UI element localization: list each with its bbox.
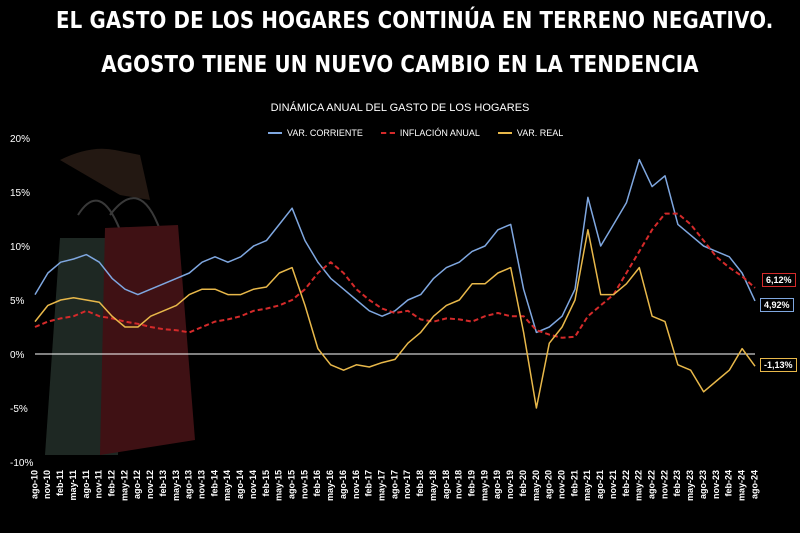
- legend-label-real: VAR. REAL: [516, 128, 564, 138]
- x-tick-label: nov-13: [197, 470, 207, 499]
- x-tick-label: may-20: [531, 470, 541, 501]
- y-tick-label: -10%: [10, 458, 33, 469]
- x-tick-label: nov-17: [402, 470, 412, 499]
- y-tick-label: 20%: [10, 134, 30, 145]
- headline-line-2: AGOSTO TIENE UN NUEVO CAMBIO EN LA TENDE…: [101, 52, 699, 78]
- legend-item-real: VAR. REAL: [497, 128, 564, 138]
- y-tick-label: 15%: [10, 188, 30, 199]
- x-tick-label: may-22: [634, 470, 644, 501]
- x-tick-label: may-12: [119, 470, 129, 501]
- x-tick-label: ago-20: [544, 470, 554, 499]
- legend-item-inflacion: INFLACIÓN ANUAL: [380, 128, 480, 138]
- x-tick-label: feb-16: [312, 470, 322, 497]
- legend-swatch-inflacion: [380, 132, 395, 134]
- x-tick-label: feb-21: [569, 470, 579, 497]
- headline-line-1: EL GASTO DE LOS HOGARES CONTINÚA EN TERR…: [56, 8, 774, 34]
- shopping-bags-illustration: [45, 148, 195, 455]
- x-tick-label: may-16: [325, 470, 335, 501]
- x-tick-label: ago-19: [492, 470, 502, 499]
- bag-red: [100, 225, 195, 455]
- x-tick-label: nov-18: [454, 470, 464, 499]
- x-tick-label: may-13: [171, 470, 181, 501]
- chart-axes: 20%15%10%5%0%-5%-10%ago-10 nov-10 feb-11 ma…: [10, 134, 759, 501]
- x-tick-label: nov-21: [608, 470, 618, 499]
- x-tick-label: may-17: [377, 470, 387, 501]
- end-label-inflacion: 6,12%: [762, 272, 796, 287]
- x-tick-label: nov-15: [299, 470, 309, 499]
- legend-item-corriente: VAR. CORRIENTE: [268, 128, 363, 138]
- x-tick-label: ago-14: [235, 470, 245, 499]
- x-tick-label: feb-22: [621, 470, 631, 497]
- x-tick-label: nov-19: [505, 470, 515, 499]
- x-tick-label: feb-24: [724, 470, 734, 497]
- x-tick-label: nov-10: [42, 470, 52, 499]
- hand-shape: [60, 148, 150, 200]
- series-line-corriente: [34, 158, 756, 334]
- x-tick-label: ago-11: [81, 470, 91, 499]
- x-tick-label: may-23: [685, 470, 695, 501]
- bag-handle-1: [77, 199, 121, 231]
- x-tick-label: feb-12: [107, 470, 117, 497]
- x-tick-label: ago-16: [338, 470, 348, 499]
- bag-handle-2: [109, 197, 161, 231]
- x-tick-label: feb-23: [672, 470, 682, 497]
- x-tick-label: ago-23: [698, 470, 708, 499]
- x-tick-label: feb-13: [158, 470, 168, 497]
- y-tick-label: 5%: [10, 296, 25, 307]
- x-tick-label: nov-23: [711, 470, 721, 499]
- x-tick-label: may-21: [582, 470, 592, 501]
- x-tick-label: nov-20: [557, 470, 567, 499]
- legend-label-corriente: VAR. CORRIENTE: [287, 128, 363, 138]
- x-tick-label: nov-22: [659, 470, 669, 499]
- x-tick-label: may-15: [274, 470, 284, 501]
- x-tick-label: nov-14: [248, 470, 258, 499]
- x-tick-label: feb-14: [209, 470, 219, 497]
- y-tick-label: -5%: [10, 404, 28, 415]
- x-tick-label: may-11: [68, 470, 78, 501]
- x-tick-label: ago-10: [29, 470, 39, 499]
- x-tick-label: may-18: [428, 470, 438, 501]
- end-label-corriente: 4,92%: [760, 297, 794, 312]
- legend-swatch-real: [497, 132, 512, 134]
- x-tick-label: ago-24: [749, 470, 759, 499]
- legend-label-inflacion: INFLACIÓN ANUAL: [399, 128, 480, 138]
- y-tick-label: 10%: [10, 242, 30, 253]
- x-tick-label: feb-15: [261, 470, 271, 497]
- chart-title: DINÁMICA ANUAL DEL GASTO DE LOS HOGARES: [270, 102, 530, 114]
- x-tick-label: may-24: [737, 470, 747, 501]
- x-tick-label: nov-16: [351, 470, 361, 499]
- end-label-real: -1,13%: [760, 358, 797, 373]
- chart-legend: VAR. CORRIENTE INFLACIÓN ANUAL VAR. REAL: [268, 128, 563, 138]
- x-tick-label: feb-19: [467, 470, 477, 497]
- x-tick-label: ago-15: [287, 470, 297, 499]
- x-tick-label: ago-13: [184, 470, 194, 499]
- x-tick-label: feb-11: [55, 470, 65, 496]
- x-tick-label: ago-21: [595, 470, 605, 499]
- x-tick-label: ago-12: [132, 470, 142, 499]
- x-tick-label: feb-18: [415, 470, 425, 497]
- x-tick-label: nov-11: [94, 470, 104, 499]
- series-line-real: [34, 229, 756, 409]
- legend-swatch-corriente: [268, 132, 282, 134]
- x-tick-label: feb-17: [364, 470, 374, 497]
- x-tick-label: nov-12: [145, 470, 155, 499]
- x-tick-label: may-19: [479, 470, 489, 501]
- x-tick-label: ago-17: [389, 470, 399, 499]
- x-tick-label: ago-18: [441, 470, 451, 499]
- x-tick-label: feb-20: [518, 470, 528, 497]
- chart-series: [34, 158, 756, 409]
- y-tick-label: 0%: [10, 350, 25, 361]
- series-line-inflacion: [34, 212, 756, 339]
- x-tick-label: ago-22: [647, 470, 657, 499]
- x-tick-label: may-14: [222, 470, 232, 501]
